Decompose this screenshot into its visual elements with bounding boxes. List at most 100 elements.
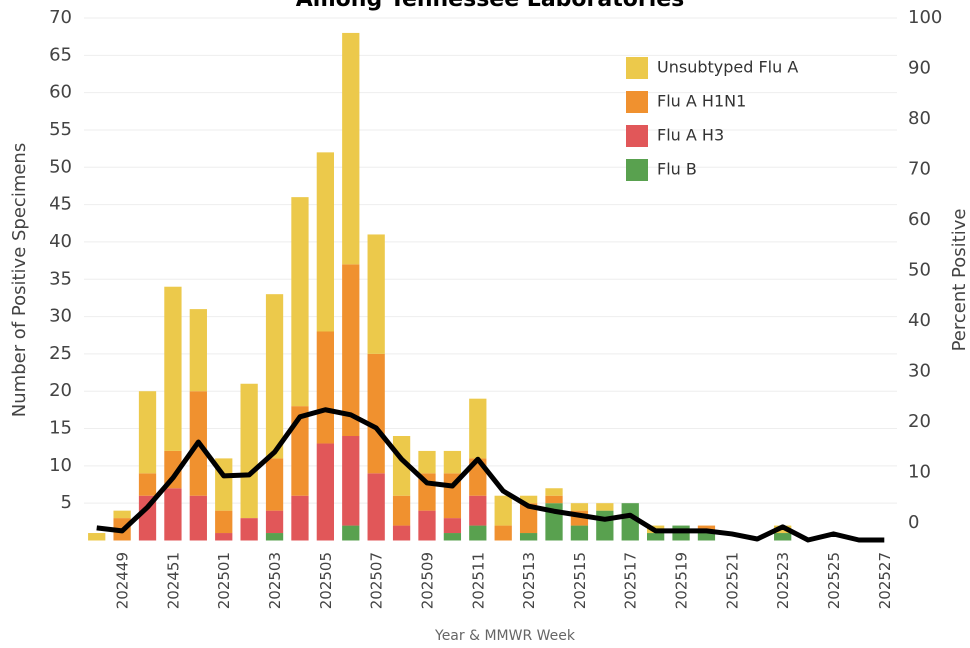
bar: [113, 510, 131, 519]
y-tick-label: 60: [49, 82, 72, 103]
y2-tick-label: 70: [908, 158, 931, 179]
x-tick-label: 202451: [164, 552, 182, 609]
y-axis-title: Number of Positive Specimens: [9, 143, 30, 417]
bar: [265, 294, 284, 459]
bar: [265, 510, 284, 534]
bar: [138, 495, 157, 541]
bar: [189, 495, 207, 541]
line: [96, 407, 885, 543]
bar: [367, 234, 385, 354]
bar: [443, 450, 462, 474]
bar: [596, 510, 614, 541]
y-tick-label: 10: [49, 455, 72, 476]
bar: [367, 473, 385, 541]
bar: [443, 518, 462, 534]
legend-swatch: [626, 91, 648, 113]
y2-axis-title: Percent Positive: [949, 209, 970, 352]
bar: [342, 264, 360, 436]
y-tick-label: 25: [49, 343, 72, 364]
y2-tick-label: 0: [908, 512, 919, 533]
bar: [291, 406, 309, 496]
y-tick-label: 50: [49, 156, 72, 177]
bar: [240, 518, 258, 541]
x-tick-label: 202525: [825, 552, 843, 609]
x-tick-label: 202523: [774, 552, 792, 609]
bar: [545, 495, 563, 504]
y2-tick-label: 90: [908, 57, 931, 78]
bar: [164, 488, 182, 541]
x-tick-label: 202527: [876, 552, 894, 609]
legend-label: Flu A H1N1: [657, 92, 746, 111]
x-tick-label: 202509: [418, 552, 436, 609]
bar: [138, 473, 157, 496]
bar: [342, 436, 360, 526]
bar: [570, 503, 589, 511]
bar: [418, 450, 436, 474]
bar: [392, 495, 411, 526]
bar: [291, 197, 309, 407]
legend-swatch: [626, 125, 648, 147]
x-tick-label: 202519: [673, 552, 691, 609]
legend-swatch: [626, 57, 648, 79]
x-tick-label: 202449: [114, 552, 132, 609]
x-tick-label: 202507: [368, 552, 386, 609]
y-tick-label: 45: [49, 194, 72, 215]
bar: [596, 503, 614, 511]
x-tick-label: 202517: [622, 552, 640, 609]
y-tick-label: 20: [49, 380, 72, 401]
bar: [215, 510, 233, 534]
bar: [519, 495, 538, 504]
bar: [519, 503, 538, 534]
bar: [215, 533, 233, 541]
y2-tick-label: 50: [908, 259, 931, 280]
bar: [164, 450, 182, 489]
y2-tick-label: 30: [908, 360, 931, 381]
chart-title: Among Tennessee Laboratories: [296, 0, 685, 12]
bar: [774, 533, 792, 541]
x-tick-label: 202501: [215, 552, 233, 609]
x-tick-label: 202503: [266, 552, 284, 609]
y-tick-label: 55: [49, 119, 72, 140]
y2-tick-label: 100: [908, 7, 942, 28]
x-tick-label: 202521: [723, 552, 741, 609]
bar: [621, 503, 639, 541]
x-tick-label: 202515: [571, 552, 589, 609]
y-tick-label: 5: [61, 492, 72, 513]
y-tick-label: 65: [49, 44, 72, 65]
bar: [189, 309, 207, 392]
bar: [138, 391, 157, 474]
bar: [697, 533, 716, 541]
bar: [392, 525, 411, 541]
bar: [469, 525, 487, 541]
bar: [240, 383, 258, 519]
bar: [494, 495, 512, 526]
bar: [342, 525, 360, 541]
y2-tick-label: 40: [908, 310, 931, 331]
bar: [88, 533, 106, 541]
x-tick-label: 202513: [520, 552, 538, 609]
x-tick-label: 202511: [469, 552, 487, 609]
bar: [494, 525, 512, 541]
bar: [164, 286, 182, 451]
bar: [367, 353, 385, 474]
bar: [469, 398, 487, 459]
bar: [570, 525, 589, 541]
legend-swatch: [626, 159, 648, 181]
y-tick-label: 40: [49, 231, 72, 252]
bar: [291, 495, 309, 541]
y-tick-label: 35: [49, 268, 72, 289]
y2-tick-label: 20: [908, 411, 931, 432]
y2-tick-label: 80: [908, 108, 931, 129]
bar: [316, 152, 334, 332]
legend-label: Flu B: [657, 160, 697, 179]
y-tick-label: 15: [49, 418, 72, 439]
bar: [647, 533, 665, 541]
legend-label: Unsubtyped Flu A: [657, 58, 798, 77]
bar: [469, 495, 487, 526]
legend-label: Flu A H3: [657, 126, 724, 145]
bar: [545, 488, 563, 496]
y-tick-label: 30: [49, 306, 72, 327]
x-axis-title: Year & MMWR Week: [434, 628, 576, 644]
bar: [316, 443, 334, 541]
